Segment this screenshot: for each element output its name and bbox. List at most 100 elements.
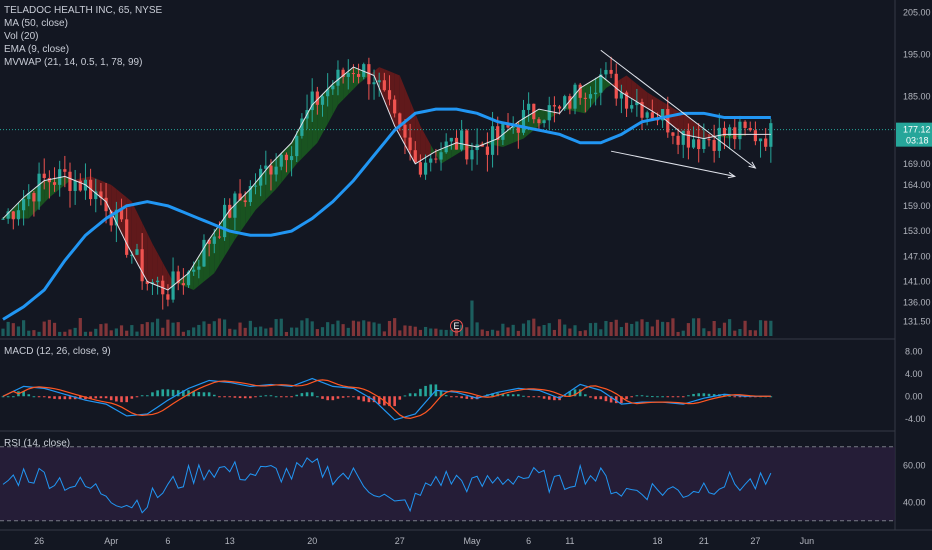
volume-bar (264, 328, 268, 336)
price-pane[interactable] (0, 49, 895, 321)
macd-tick-label: 4.00 (905, 369, 923, 379)
chart-title[interactable]: TELADOC HEALTH INC, 65, NYSE (4, 5, 163, 16)
candle-body (578, 84, 582, 98)
candle-body (423, 162, 428, 175)
mvwap-cloud (131, 201, 137, 263)
legend-ma[interactable]: MA (50, close) (4, 18, 68, 29)
candle-body (764, 138, 768, 147)
volume-bar (671, 318, 675, 336)
candle-body (264, 165, 268, 169)
candle-body (356, 74, 361, 77)
mvwap-cloud (379, 67, 385, 101)
volume-bar (619, 327, 623, 336)
volume-bar (599, 329, 603, 336)
candle-body (563, 96, 567, 109)
volume-bar (712, 320, 716, 336)
volume-bar (743, 320, 747, 336)
macd-title[interactable]: MACD (12, 26, close, 9) (4, 346, 111, 357)
candle-body (604, 69, 608, 75)
volume-bar (130, 325, 134, 336)
legend-ema[interactable]: EMA (9, close) (4, 44, 70, 55)
macd-histogram-bar (702, 393, 706, 397)
macd-histogram-bar (511, 394, 515, 397)
candle-body (228, 204, 232, 218)
macd-histogram-bar (89, 396, 92, 399)
legend-vol[interactable]: Vol (20) (4, 31, 39, 42)
rsi-title[interactable]: RSI (14, close) (4, 438, 71, 449)
volume-bar (588, 323, 593, 336)
candle-body (68, 171, 72, 191)
volume-bar (434, 328, 438, 336)
volume-bar (58, 331, 62, 336)
macd-histogram-bar (22, 391, 25, 397)
macd-histogram-bar (187, 390, 190, 397)
volume-bar (449, 329, 453, 336)
volume-bar (176, 322, 180, 336)
volume-bar (496, 330, 500, 336)
macd-histogram-bar (630, 396, 634, 398)
macd-pane[interactable] (1, 377, 773, 421)
rsi-pane[interactable] (0, 446, 895, 522)
candle-body (119, 209, 124, 220)
legend-mvwap[interactable]: MVWAP (21, 14, 0.5, 1, 78, 99) (4, 57, 143, 68)
volume-bar (181, 331, 185, 336)
macd-histogram-bar (135, 396, 139, 398)
candle-body (743, 121, 747, 128)
volume-bar (320, 327, 325, 336)
volume-bar (336, 320, 340, 336)
macd-histogram-bar (202, 392, 206, 397)
volume-bar (135, 331, 139, 336)
price-tick-label: 185.00 (903, 92, 931, 102)
macd-histogram-bar (197, 391, 201, 397)
macd-histogram-bar (455, 396, 458, 398)
volume-bar (42, 321, 46, 336)
candle-body (552, 105, 557, 107)
time-tick-label: 18 (652, 536, 662, 546)
rsi-line (2, 457, 772, 514)
macd-histogram-bar (254, 396, 257, 398)
candle-body (630, 105, 634, 109)
volume-bar (377, 323, 381, 336)
macd-histogram-bar (223, 396, 226, 398)
volume-bar (439, 329, 443, 336)
volume-bar (408, 325, 412, 336)
macd-histogram-bar (336, 396, 340, 399)
candle-body (393, 99, 397, 114)
candle-body (460, 130, 464, 150)
mvwap-cloud (157, 253, 163, 288)
macd-histogram-bar (419, 388, 422, 397)
candle-body (666, 108, 670, 133)
candle-body (212, 236, 216, 244)
volume-bar (305, 318, 309, 336)
earnings-label: E (453, 321, 459, 331)
price-tick-label: 153.00 (903, 226, 931, 236)
mvwap-cloud (698, 125, 704, 139)
time-tick-label: May (463, 536, 481, 546)
macd-histogram-bar (542, 396, 546, 399)
mvwap-cloud (193, 256, 199, 290)
macd-histogram-bar (125, 396, 128, 403)
candle-body (583, 97, 587, 99)
macd-histogram-bar (439, 390, 443, 397)
candle-body (135, 249, 139, 255)
mvwap-cloud (374, 67, 380, 89)
volume-bar (1, 328, 5, 336)
macd-histogram-bar (367, 396, 371, 403)
volume-bar (16, 326, 21, 336)
volume-bar (624, 322, 629, 336)
candle-body (382, 80, 386, 91)
volume-bar (284, 331, 289, 336)
volume-bar (563, 324, 567, 336)
candle-body (289, 156, 294, 161)
rsi-tick-label: 60.00 (903, 460, 926, 470)
candle-body (341, 69, 345, 77)
macd-histogram-bar (290, 396, 293, 398)
macd-histogram-bar (501, 393, 505, 397)
mvwap-cloud (240, 194, 246, 233)
macd-histogram-bar (310, 392, 314, 397)
candle-body (202, 239, 206, 267)
volume-bar (583, 330, 587, 336)
volume-bar (568, 328, 572, 336)
macd-legend: MACD (12, 26, close, 9) (4, 345, 111, 358)
